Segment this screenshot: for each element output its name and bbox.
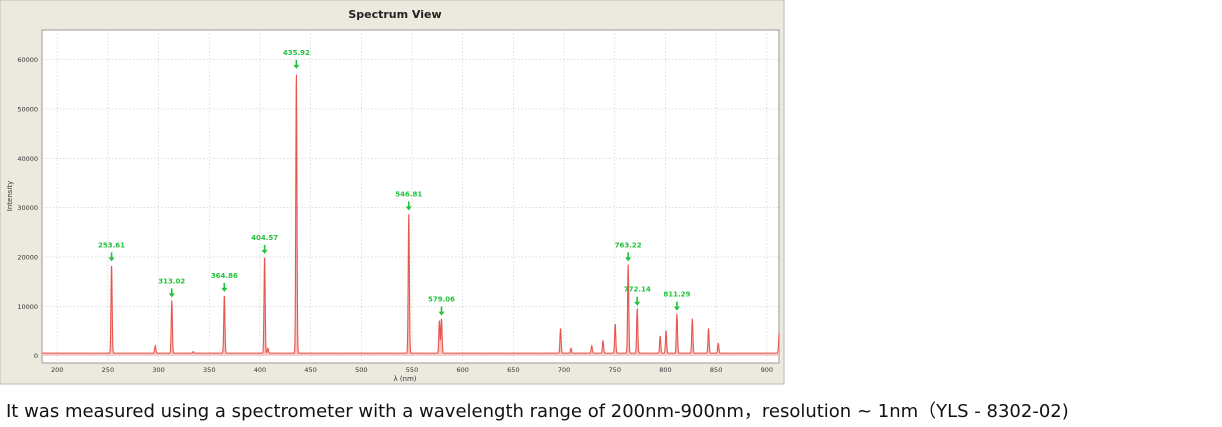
peak-label: 579.06 — [428, 296, 455, 304]
peak-annotation: 404.57 — [251, 234, 278, 254]
x-tick-label: 250 — [102, 366, 114, 374]
x-tick-label: 200 — [51, 366, 63, 374]
peak-annotation: 313.02 — [158, 277, 185, 298]
peak-annotation: 253.61 — [98, 241, 125, 262]
peak-annotation: 772.14 — [624, 286, 651, 306]
x-tick-label: 900 — [761, 366, 773, 374]
x-tick-label: 850 — [710, 366, 722, 374]
x-tick-label: 600 — [456, 366, 468, 374]
peak-arrow-icon — [438, 311, 445, 316]
x-tick-label: 500 — [355, 366, 367, 374]
caption-text: It was measured using a spectrometer wit… — [6, 401, 1069, 422]
peak-annotations: 253.61 313.02 364.86 404.57 435.92 546.81 579.… — [98, 49, 691, 316]
peak-arrow-icon — [405, 206, 412, 211]
peak-arrow-icon — [293, 64, 300, 69]
x-tick-label: 300 — [152, 366, 164, 374]
y-tick-label: 60000 — [17, 56, 38, 64]
x-tick-label: 750 — [609, 366, 621, 374]
peak-arrow-icon — [673, 306, 680, 311]
x-tick-label: 800 — [659, 366, 671, 374]
peak-label: 364.86 — [211, 272, 238, 280]
x-tick-label: 450 — [304, 366, 316, 374]
peak-arrow-icon — [168, 293, 175, 298]
spectrum-line — [42, 74, 780, 354]
peak-label: 435.92 — [283, 49, 310, 57]
x-tick-label: 400 — [254, 366, 266, 374]
peak-arrow-icon — [625, 257, 632, 262]
peak-label: 546.81 — [395, 191, 422, 199]
x-tick-label: 650 — [507, 366, 519, 374]
peak-label: 811.29 — [663, 291, 690, 299]
spectrum-chart: Spectrum View 200 250 300 350 400 450 500 550 60… — [0, 0, 785, 385]
peak-annotation: 435.92 — [283, 49, 310, 69]
peak-label: 763.22 — [615, 241, 642, 249]
spectrum-series — [42, 74, 780, 356]
peak-annotation: 546.81 — [395, 191, 422, 211]
y-tick-label: 20000 — [17, 253, 38, 261]
peak-annotation: 811.29 — [663, 291, 691, 311]
spectrum-figure: Spectrum View 200 250 300 350 400 450 500 550 60… — [0, 0, 785, 385]
y-tick-label: 40000 — [17, 155, 38, 163]
y-axis-label: Intensity — [6, 181, 14, 211]
y-tick-label: 30000 — [17, 204, 38, 212]
peak-arrow-icon — [634, 301, 641, 306]
peak-annotation: 579.06 — [428, 296, 455, 316]
peak-arrow-icon — [221, 287, 228, 292]
y-tick-label: 0 — [34, 352, 38, 360]
x-tick-label: 550 — [406, 366, 418, 374]
x-tick-label: 350 — [203, 366, 215, 374]
plot-area — [41, 29, 780, 364]
peak-label: 772.14 — [624, 286, 651, 294]
x-tick-label: 700 — [558, 366, 570, 374]
peak-label: 313.02 — [158, 277, 185, 285]
chart-title: Spectrum View — [348, 8, 441, 21]
peak-annotation: 364.86 — [211, 272, 238, 292]
peak-label: 404.57 — [251, 234, 278, 242]
peak-annotation: 763.22 — [615, 241, 642, 262]
y-tick-label: 50000 — [17, 105, 38, 113]
x-axis-label: λ (nm) — [393, 375, 416, 383]
peak-arrow-icon — [108, 257, 115, 262]
axis-ticks: 200 250 300 350 400 450 500 550 600 650 700 750 800 8… — [17, 56, 773, 374]
peak-arrow-icon — [261, 249, 268, 254]
y-tick-label: 10000 — [17, 303, 38, 311]
peak-label: 253.61 — [98, 241, 125, 249]
